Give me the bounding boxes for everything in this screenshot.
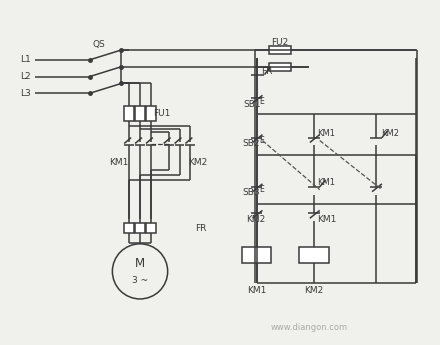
Text: L3: L3: [21, 89, 31, 98]
Text: FR: FR: [195, 224, 207, 233]
Bar: [299, 247, 329, 263]
Bar: [124, 223, 134, 233]
Text: KM2: KM2: [188, 158, 208, 167]
Bar: [146, 223, 156, 233]
Text: KM1: KM1: [317, 178, 335, 187]
Bar: [124, 106, 134, 121]
Text: KM1: KM1: [247, 286, 266, 295]
Text: E: E: [260, 97, 264, 106]
Text: KM1: KM1: [317, 215, 336, 224]
Text: L2: L2: [21, 72, 31, 81]
Text: www.diangon.com: www.diangon.com: [270, 323, 348, 332]
Text: KM2: KM2: [381, 129, 399, 138]
Text: 3 ~: 3 ~: [132, 276, 148, 285]
Text: SB3: SB3: [243, 188, 260, 197]
Text: SB1: SB1: [244, 100, 261, 109]
Text: FR: FR: [261, 67, 273, 76]
Text: E: E: [260, 136, 264, 145]
Text: KM2: KM2: [304, 286, 323, 295]
Bar: [242, 247, 271, 263]
Text: SB2: SB2: [243, 139, 260, 148]
Text: FU1: FU1: [153, 109, 170, 118]
Bar: [135, 106, 145, 121]
Text: FU2: FU2: [271, 38, 289, 47]
Text: KM2: KM2: [246, 215, 265, 224]
Text: L1: L1: [21, 55, 31, 65]
Bar: [146, 106, 156, 121]
Text: KM1: KM1: [110, 158, 129, 167]
Bar: [269, 46, 291, 54]
Text: E: E: [260, 185, 264, 194]
Bar: [135, 223, 145, 233]
Text: M: M: [135, 257, 145, 270]
Bar: [269, 63, 291, 71]
Text: QS: QS: [92, 40, 105, 49]
Text: KM1: KM1: [317, 129, 335, 138]
